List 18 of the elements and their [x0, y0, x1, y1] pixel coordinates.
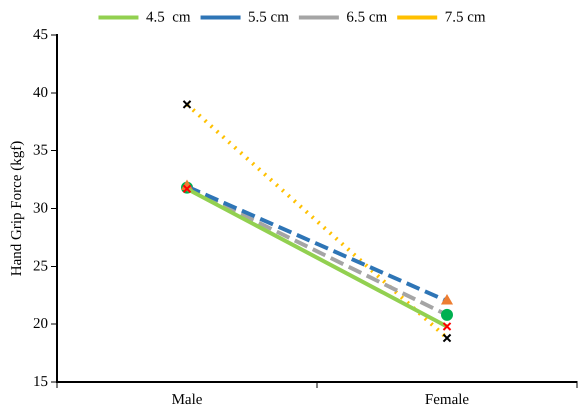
legend-label: 5.5 cm: [248, 9, 290, 26]
x-tick-label: Male: [172, 392, 203, 408]
point: [442, 322, 452, 332]
point: [441, 308, 453, 321]
y-tick-label: 30: [33, 200, 48, 216]
point: [442, 334, 452, 343]
y-axis-title: Hand Grip Force (kgf): [8, 140, 25, 276]
y-tick-label: 45: [33, 26, 48, 43]
y-tick-label: 20: [33, 316, 48, 332]
y-tick-label: 25: [33, 258, 48, 274]
y-tick-label: 35: [33, 142, 48, 159]
legend-label: 7.5 cm: [444, 9, 486, 26]
legend-label: 4.5 cm: [146, 9, 191, 26]
point: [182, 100, 192, 109]
y-tick-label: 40: [33, 84, 48, 101]
legend-label: 6.5 cm: [346, 9, 388, 26]
y-tick-label: 15: [33, 374, 48, 390]
x-tick-label: Female: [424, 392, 470, 408]
